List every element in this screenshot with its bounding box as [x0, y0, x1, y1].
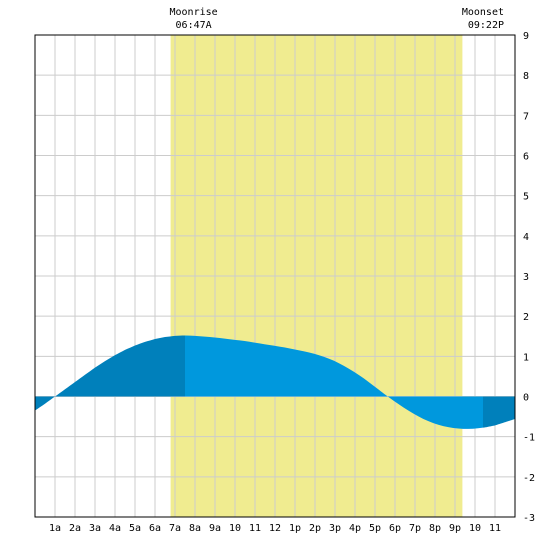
x-tick-label: 5p [369, 523, 381, 534]
y-tick-label: 0 [523, 393, 529, 404]
x-tick-label: 8a [189, 523, 201, 534]
x-tick-label: 12 [269, 523, 281, 534]
y-tick-label: 8 [523, 71, 529, 82]
grid-layer [35, 34, 515, 518]
y-tick-label: 5 [523, 192, 529, 203]
plot-border [34, 34, 516, 518]
x-tick-label: 7p [409, 523, 421, 534]
x-tick-label: 5a [129, 523, 141, 534]
x-tick-label: 9a [209, 523, 221, 534]
y-tick-label: 9 [523, 31, 529, 42]
tide-area-segment [483, 396, 515, 428]
tide-area-segment [35, 335, 185, 411]
x-tick-label: 1a [49, 523, 61, 534]
x-tick-labels: 1a 2a 3a 4a 5a 6a 7a 8a 9a 10 11 12 1p 2p 3p 4p 5p 6p 7p 8p… [49, 523, 501, 534]
moon-event-name: Moonrise [170, 7, 218, 18]
x-tick-label: 2p [309, 523, 321, 534]
x-tick-label: 7a [169, 523, 181, 534]
x-tick-label: 2a [69, 523, 81, 534]
x-tick-label: 9p [449, 523, 461, 534]
tide-area-segment [185, 335, 483, 429]
y-tick-label: 2 [523, 312, 529, 323]
moon-event-time: 09:22P [468, 20, 504, 31]
x-tick-label: 8p [429, 523, 441, 534]
y-tick-label: -1 [523, 433, 535, 444]
y-tick-label: 7 [523, 111, 529, 122]
y-tick-label: 6 [523, 152, 529, 163]
moon-event-time: 06:47A [176, 20, 212, 31]
y-tick-label: -3 [523, 513, 535, 524]
y-tick-labels: -3 -2 -1 0 1 2 3 4 5 6 7 8 9 [523, 31, 535, 524]
x-tick-label: 4a [109, 523, 121, 534]
y-tick-label: 4 [523, 232, 529, 243]
x-tick-label: 10 [229, 523, 241, 534]
x-tick-label: 6a [149, 523, 161, 534]
x-tick-label: 11 [249, 523, 261, 534]
x-tick-label: 1p [289, 523, 301, 534]
x-tick-label: 10 [469, 523, 481, 534]
tide-area-layer [35, 335, 515, 429]
x-tick-label: 11 [489, 523, 501, 534]
moon-event-name: Moonset [462, 7, 504, 18]
x-tick-label: 6p [389, 523, 401, 534]
y-tick-label: 1 [523, 352, 529, 363]
moon-event-labels: Moonrise 06:47A Moonset 09:22P [170, 7, 504, 31]
x-tick-label: 3p [329, 523, 341, 534]
x-tick-label: 3a [89, 523, 101, 534]
x-tick-label: 4p [349, 523, 361, 534]
y-tick-label: -2 [523, 473, 535, 484]
y-tick-label: 3 [523, 272, 529, 283]
